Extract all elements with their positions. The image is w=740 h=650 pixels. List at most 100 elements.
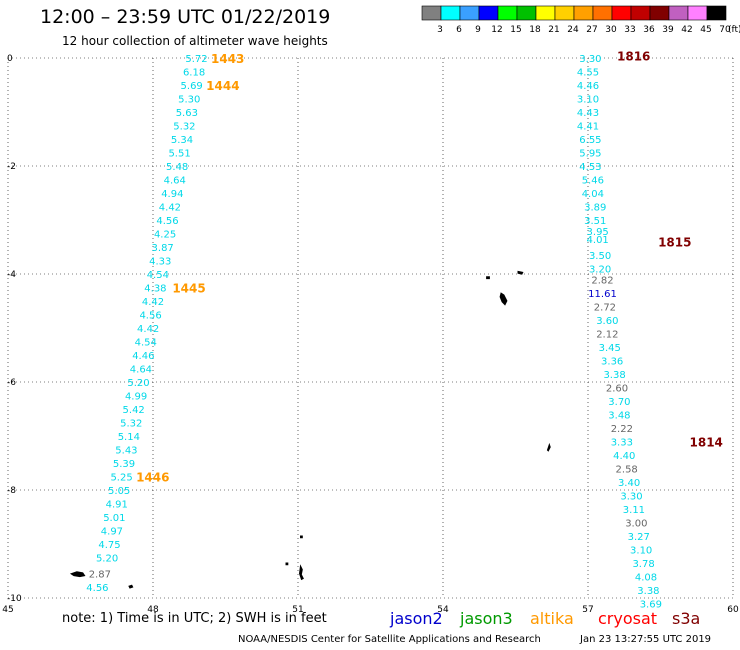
altika-track-swh-value: 5.32	[173, 122, 195, 133]
cryosat-track-swh-value: 3.20	[589, 265, 611, 276]
cryosat-track-swh-value: 3.60	[596, 316, 618, 327]
legend-item-altika: altika	[530, 609, 574, 628]
cryosat-track-swh-value: 4.08	[635, 572, 657, 583]
cryosat-track-swh-value: 5.95	[579, 149, 601, 160]
altika-track-swh-value: 5.34	[171, 135, 193, 146]
page-subtitle: 12 hour collection of altimeter wave hei…	[62, 34, 328, 48]
land-fragment	[128, 584, 134, 589]
altika-track-swh-value: 4.54	[135, 338, 157, 349]
scale-label: 24	[567, 25, 579, 35]
cryosat-track-swh-value: 4.55	[577, 68, 599, 79]
cryosat-track-swh-value: 3.00	[625, 518, 647, 529]
scale-label: 21	[548, 25, 559, 35]
lat-tick-label: -4	[7, 270, 16, 280]
cryosat-track-swh-value: 3.36	[601, 356, 623, 367]
lon-tick-label: 45	[2, 605, 13, 612]
altika-track-swh-value: 5.01	[103, 513, 125, 524]
altika-track-swh-value: 4.75	[98, 540, 120, 551]
altika-track-swh-value: 5.69	[181, 81, 203, 92]
altika-track-swh-value: 4.56	[139, 311, 161, 322]
cryosat-track-swh-value: 3.33	[611, 437, 633, 448]
lat-tick-label: 0	[7, 54, 13, 64]
cryosat-track-swh-value: 3.78	[632, 559, 654, 570]
altika-track-swh-value: 5.20	[127, 378, 149, 389]
land-fragment	[300, 535, 303, 539]
credit-line: NOAA/NESDIS Center for Satellite Applica…	[238, 634, 541, 645]
land-fragment	[299, 564, 304, 581]
cryosat-track-swh-value: 3.11	[623, 505, 645, 516]
cryosat-track-swh-value: 4.41	[577, 122, 599, 133]
altika-track-time-label: 1446	[136, 471, 169, 485]
altimeter-map: 45 48 51 54 57 60 0 -2 -4 -6 -8 -10 5.72 6.18 5.69 5.30…	[2, 49, 739, 612]
altika-track-swh-value: 4.94	[161, 189, 183, 200]
land-fragment	[517, 270, 524, 275]
scale-label: 33	[624, 25, 635, 35]
lat-tick-label: -10	[7, 594, 22, 604]
cryosat-track-swh-value: 6.55	[579, 135, 601, 146]
altika-track-swh-value: 4.42	[137, 324, 159, 335]
scale-label: 45	[700, 25, 711, 35]
legend-item-jason2: jason2	[390, 609, 443, 628]
cryosat-track-time-label: 1816	[617, 49, 650, 63]
altika-track-swh-value: 4.42	[159, 203, 181, 214]
scale-label: 9	[475, 25, 481, 35]
scale-label: 27	[586, 25, 597, 35]
cryosat-track-swh-value: 4.01	[587, 235, 609, 246]
cryosat-track-swh-value: 4.53	[579, 162, 601, 173]
altika-track-swh-value: 4.46	[132, 351, 154, 362]
cryosat-track-swh-value: 3.70	[608, 397, 630, 408]
altika-track-time-label: 1444	[206, 79, 239, 93]
altika-track-swh-value: 4.56	[156, 216, 178, 227]
altika-track-swh-value: 5.39	[113, 459, 135, 470]
altika-track-swh-value: 5.48	[166, 162, 188, 173]
altika-track-swh-value: 5.43	[115, 446, 137, 457]
altika-track-swh-value: 6.18	[183, 68, 205, 79]
cryosat-track-swh-value: 3.30	[579, 54, 601, 65]
cryosat-track-swh-value: 2.60	[606, 383, 628, 394]
cryosat-track-swh-value: 3.27	[628, 532, 650, 543]
altika-track-swh-value: 4.97	[101, 527, 123, 538]
scale-label: 70	[719, 25, 731, 35]
lon-tick-label: 57	[582, 605, 593, 612]
altika-track-swh-value: 5.14	[118, 432, 140, 443]
altika-track-swh-value: 4.56	[86, 583, 108, 594]
altika-track-swh-value: 4.38	[144, 284, 166, 295]
altika-track-swh-value: 4.99	[125, 392, 147, 403]
altika-track-swh-value: 4.91	[106, 500, 128, 511]
lat-tick-label: -6	[7, 378, 16, 388]
scale-label: 15	[510, 25, 521, 35]
altika-track-swh-value: 4.33	[149, 257, 171, 268]
scale-swatch	[706, 5, 727, 21]
land-fragment	[285, 562, 289, 566]
altika-track-swh-value: 5.72	[185, 54, 207, 65]
cryosat-track-swh-value: 2.58	[616, 464, 638, 475]
cryosat-track-swh-value: 4.04	[582, 189, 604, 200]
cryosat-track-swh-value: 4.40	[613, 451, 635, 462]
cryosat-track-swh-value: 4.46	[577, 81, 599, 92]
legend-item-s3a: s3a	[672, 609, 701, 628]
scale-label: 42	[681, 25, 692, 35]
cryosat-track-time-label: 1814	[690, 435, 723, 449]
scale-label: 6	[456, 25, 462, 35]
cryosat-track-swh-value: 2.82	[591, 275, 613, 286]
footnote: note: 1) Time is in UTC; 2) SWH is in fe…	[62, 611, 327, 626]
lon-tick-label: 48	[147, 605, 159, 612]
cryosat-track-swh-value: 3.40	[618, 478, 640, 489]
altika-track-swh-value: 5.25	[110, 473, 132, 484]
altika-track-swh-value: 5.32	[120, 419, 142, 430]
land-fragment	[486, 276, 490, 280]
legend-item-jason3: jason3	[460, 609, 513, 628]
cryosat-track-swh-value: 11.61	[588, 289, 617, 300]
land-fragment	[69, 571, 86, 578]
cryosat-track-swh-value: 2.72	[594, 302, 616, 313]
cryosat-track-swh-value: 3.50	[589, 251, 611, 262]
altika-track-swh-value: 5.05	[108, 486, 130, 497]
cryosat-track-swh-value: 3.38	[603, 370, 625, 381]
cryosat-track-swh-value: 2.12	[596, 329, 618, 340]
altika-track-swh-value: 4.64	[164, 176, 186, 187]
cryosat-track-swh-value: 3.51	[584, 216, 606, 227]
scale-label: 30	[605, 25, 617, 35]
cryosat-track-swh-value: 3.69	[640, 599, 662, 610]
lon-tick-label: 54	[437, 605, 449, 612]
